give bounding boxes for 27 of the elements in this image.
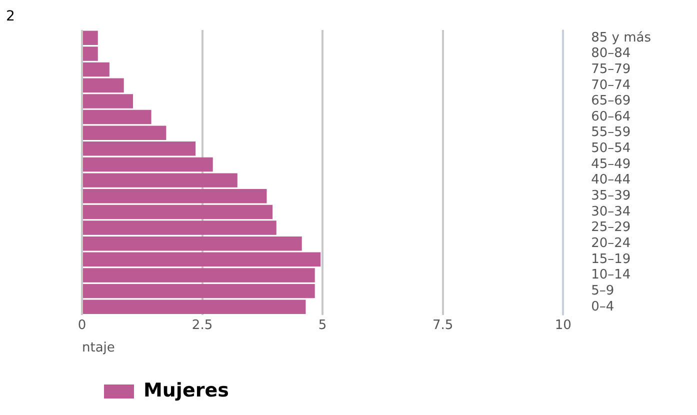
x-tick-label: 0	[78, 318, 86, 333]
y-tick-label: 85 y más	[591, 30, 652, 46]
y-tick-label: 10–14	[591, 268, 631, 283]
y-tick-label: 5–9	[591, 283, 614, 298]
y-tick-label: 35–39	[591, 188, 631, 204]
y-tick-label: 0–4	[591, 299, 614, 314]
y-tick-label: 20–24	[591, 236, 631, 251]
y-tick-label: 75–79	[591, 62, 631, 77]
x-tick-label: 2.5	[192, 318, 213, 333]
y-tick-label: 15–19	[591, 252, 631, 267]
y-tick-label: 60–64	[591, 109, 631, 124]
y-tick-label: 65–69	[591, 94, 631, 109]
y-tick-label: 25–29	[591, 220, 631, 236]
y-tick-label: 40–44	[591, 172, 631, 188]
x-tick-label: 5	[318, 318, 327, 333]
y-tick-label: 50–54	[591, 141, 631, 156]
y-tick-label: 45–49	[591, 156, 631, 172]
y-tick-label: 30–34	[591, 204, 631, 220]
legend-label: Mujeres	[144, 379, 229, 402]
x-tick-label: 7.5	[432, 318, 454, 333]
y-tick-label: 55–59	[591, 125, 631, 140]
x-axis-title: ntaje	[82, 340, 115, 356]
y-tick-label: 80–84	[591, 46, 631, 62]
y-tick-label: 70–74	[591, 78, 631, 93]
x-tick-label: 10	[554, 318, 572, 333]
bar	[83, 300, 306, 314]
text: 2	[6, 8, 15, 25]
